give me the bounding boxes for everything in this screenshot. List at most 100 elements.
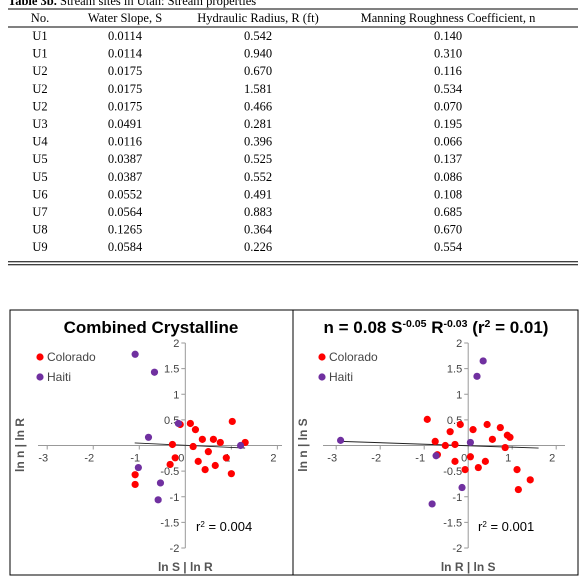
data-point — [222, 454, 230, 462]
legend-marker — [318, 353, 326, 361]
trendline — [340, 440, 539, 449]
annotation-part: 2 — [482, 520, 487, 529]
data-point — [481, 457, 489, 465]
table-cell: U8 — [32, 223, 47, 237]
annotation-part: = 0.001 — [487, 519, 534, 534]
data-point — [441, 441, 449, 450]
table-cell: 0.0584 — [108, 240, 143, 254]
data-point — [458, 483, 466, 492]
data-point — [474, 463, 482, 472]
x-tick-label: 1 — [505, 453, 511, 465]
annotation-part: r — [478, 519, 483, 534]
data-point — [479, 357, 487, 365]
title-part: -0.05 — [402, 318, 426, 330]
y-tick-label: -2 — [170, 543, 180, 555]
title-part: (r — [467, 318, 484, 337]
title-part: 2 — [484, 318, 490, 330]
table-cell: 0.525 — [244, 152, 272, 166]
data-point — [337, 436, 345, 444]
chart-title: n = 0.08 S-0.05 R-0.03 (r2 = 0.01) — [324, 318, 549, 337]
table-cell: 0.1265 — [108, 223, 142, 237]
data-point — [154, 496, 162, 504]
table-cell: 0.491 — [244, 187, 272, 201]
annotation-part: = 0.004 — [205, 519, 252, 534]
column-header: Hydraulic Radius, R (ft) — [197, 11, 319, 25]
data-point — [456, 420, 464, 429]
data-point — [156, 479, 165, 487]
data-point — [216, 438, 224, 447]
y-tick-label: 1.5 — [447, 364, 462, 376]
x-tick-label: -2 — [371, 453, 381, 465]
data-point — [211, 461, 219, 470]
table-cell: 0.685 — [434, 205, 462, 219]
data-point — [189, 442, 197, 451]
data-point — [204, 448, 212, 456]
data-point — [496, 423, 504, 432]
x-tick-label: -1 — [415, 453, 425, 465]
data-point — [144, 433, 153, 441]
table-cell: U2 — [32, 82, 47, 96]
table-cell: U2 — [32, 99, 47, 113]
caption-text: Stream sites in Utah: Stream properties — [57, 0, 256, 8]
x-tick-label: 2 — [549, 453, 555, 465]
data-point — [466, 438, 474, 447]
data-point — [228, 417, 236, 426]
y-axis-label: ln n | ln R — [13, 418, 27, 472]
data-point — [513, 465, 521, 474]
data-point — [432, 452, 440, 460]
data-point — [483, 420, 491, 429]
table-cell: 0.0552 — [108, 187, 142, 201]
data-point — [201, 465, 209, 474]
data-point — [191, 426, 200, 434]
table-cell: U2 — [32, 64, 47, 78]
y-tick-label: 2 — [456, 338, 462, 350]
data-point — [461, 465, 469, 474]
data-point — [431, 437, 439, 445]
data-point — [194, 457, 202, 465]
table-cell: U3 — [32, 117, 47, 131]
table-cell: 0.086 — [434, 170, 462, 184]
legend-label: Haiti — [47, 370, 71, 384]
chart-title: Combined Crystalline — [64, 318, 239, 337]
data-point — [131, 480, 139, 489]
data-point — [469, 426, 477, 434]
y-tick-label: -0.5 — [443, 466, 462, 478]
legend-label: Colorado — [329, 350, 378, 364]
column-header: Manning Roughness Coefficient, n — [361, 11, 536, 25]
table-cell: 0.552 — [244, 170, 272, 184]
table-cell: 0.281 — [244, 117, 272, 131]
y-tick-label: -0.5 — [160, 466, 179, 478]
data-point — [131, 471, 139, 479]
data-point — [488, 435, 496, 443]
title-part: = 0.01) — [490, 318, 548, 337]
table-cell: U9 — [32, 240, 47, 254]
table-cell: 0.554 — [434, 240, 463, 254]
table-cell: U6 — [32, 187, 47, 201]
table-cell: 1.581 — [244, 82, 272, 96]
caption-label: Table 3b. — [8, 0, 57, 8]
table-cell: 0.0116 — [108, 135, 142, 149]
chart-panel — [292, 309, 579, 576]
data-point — [473, 372, 481, 380]
data-point — [501, 443, 509, 452]
y-tick-label: 1 — [173, 389, 179, 401]
table-cell: 0.310 — [434, 47, 462, 61]
annotation: r2 = 0.001 — [478, 519, 534, 534]
x-tick-label: 2 — [270, 453, 276, 465]
title-part: R — [426, 318, 443, 337]
table-caption: Table 3b. Stream sites in Utah: Stream p… — [8, 0, 256, 8]
table-cell: 0.137 — [434, 152, 462, 166]
table-cell: 0.364 — [244, 223, 273, 237]
scatter-chart: Combined Crystalline -3 -2 -1 0 1 2 -2 -1.5 -1 -0.… — [13, 318, 282, 574]
legend-marker — [36, 353, 44, 361]
table-cell: U4 — [32, 135, 48, 149]
legend-marker — [318, 373, 326, 381]
data-point — [514, 485, 522, 494]
data-point — [446, 428, 454, 436]
annotation-part: 2 — [200, 520, 205, 529]
legend-label: Haiti — [329, 370, 353, 384]
data-point — [168, 440, 177, 449]
x-axis-label: ln S | ln R — [158, 560, 213, 574]
title-part: -0.03 — [443, 318, 467, 330]
